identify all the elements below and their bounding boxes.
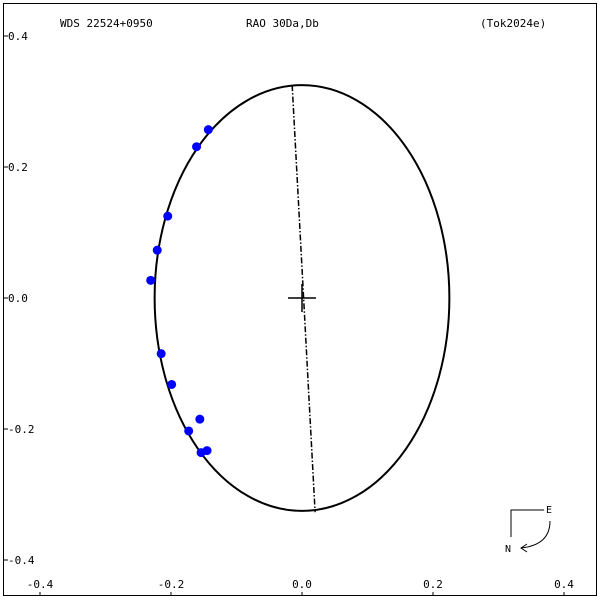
x-tick-label: 0.0 <box>292 578 312 591</box>
observation-point <box>156 349 166 359</box>
primary-star-marker <box>288 284 316 312</box>
x-tick-label: -0.4 <box>27 578 54 591</box>
x-tick-label: -0.2 <box>158 578 185 591</box>
y-tick-label: -0.2 <box>8 423 35 436</box>
y-tick-label: 0.2 <box>8 161 28 174</box>
observation-point <box>146 275 156 285</box>
observation-point <box>163 211 173 221</box>
observation-points <box>146 125 213 458</box>
axis-ticks: -0.4 -0.2 0.0 0.2 0.4 0.4 0.2 0.0 -0.2 -0.4 <box>4 30 574 596</box>
y-tick-label: 0.0 <box>8 292 28 305</box>
observation-point <box>196 448 206 458</box>
x-tick-label: 0.2 <box>423 578 443 591</box>
compass-east-label: E <box>546 505 552 516</box>
observation-point <box>152 245 162 255</box>
observation-point <box>167 379 177 389</box>
y-tick-label: 0.4 <box>8 30 28 43</box>
compass: E N <box>505 505 552 555</box>
observation-point <box>192 142 202 152</box>
orbit-ellipse <box>153 84 451 512</box>
compass-arrowhead <box>520 543 528 553</box>
system-name: RAO 30Da,Db <box>246 17 319 30</box>
observation-point <box>184 426 194 436</box>
y-tick-label: -0.4 <box>8 554 35 567</box>
x-tick-label: 0.4 <box>554 578 574 591</box>
compass-north-label: N <box>505 544 511 555</box>
plot-frame <box>3 3 597 596</box>
compass-east-arm <box>510 509 544 537</box>
reference: (Tok2024e) <box>480 17 546 30</box>
star-id: WDS 22524+0950 <box>60 17 153 30</box>
observation-point <box>195 414 205 424</box>
line-of-nodes <box>291 85 316 513</box>
observation-point <box>203 125 213 135</box>
compass-arrow-arc <box>520 520 551 549</box>
